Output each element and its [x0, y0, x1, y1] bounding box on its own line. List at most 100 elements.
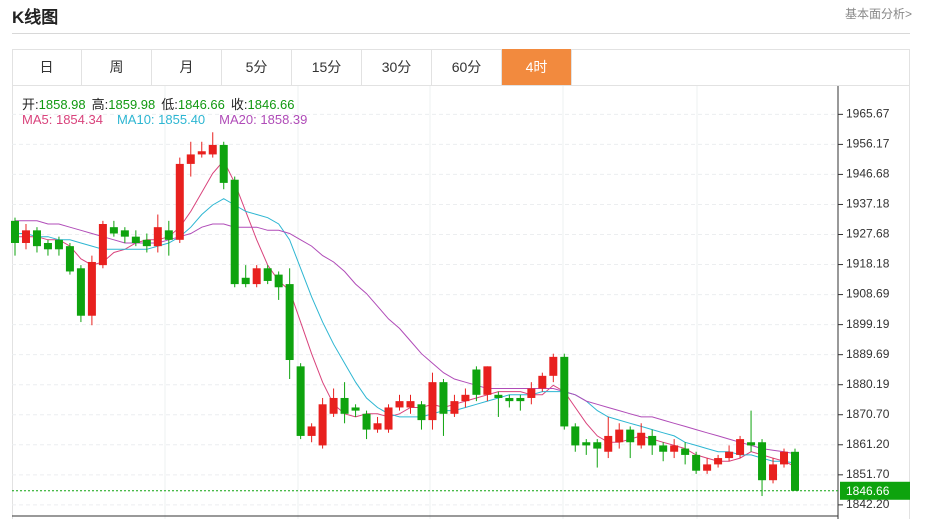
- legend-value: 1858.39: [260, 112, 308, 127]
- candle-body: [571, 426, 580, 446]
- tab[interactable]: 日: [12, 49, 82, 85]
- candle-body: [252, 268, 261, 285]
- info-value: 1859.98: [108, 97, 156, 112]
- candle-body: [230, 179, 239, 285]
- tab[interactable]: 15分: [292, 49, 362, 85]
- legend-entry: MA5: 1854.34: [22, 112, 103, 127]
- candle-body: [197, 151, 206, 155]
- tab[interactable]: 月: [152, 49, 222, 85]
- y-tick-label: 1851.70: [846, 467, 890, 481]
- candle-body: [527, 388, 536, 398]
- candle-body: [351, 407, 360, 411]
- y-tick-label: 1927.68: [846, 227, 890, 241]
- tab-divider: [12, 85, 910, 86]
- candle-body: [637, 432, 646, 446]
- tab[interactable]: 30分: [362, 49, 432, 85]
- last-price-box: [840, 481, 910, 500]
- candle-body: [780, 451, 789, 465]
- candle-body: [175, 163, 184, 240]
- legend-name: MA5:: [22, 112, 53, 127]
- title: K线图: [12, 8, 59, 27]
- y-tick-label: 1861.20: [846, 437, 890, 451]
- candle-body: [274, 274, 283, 288]
- candle-body: [582, 442, 591, 446]
- y-tick-label: 1918.18: [846, 257, 890, 271]
- candle-body: [384, 407, 393, 430]
- candle-body: [285, 284, 294, 361]
- candle-body: [758, 442, 767, 481]
- chart-frame: [12, 49, 910, 519]
- y-tick-label: 1899.19: [846, 317, 890, 331]
- candle-body: [714, 458, 723, 465]
- candle-body: [208, 144, 217, 155]
- info-value: 1846.66: [247, 97, 295, 112]
- ma-line: [15, 220, 796, 455]
- candle-body: [296, 366, 305, 436]
- candle-body: [681, 448, 690, 455]
- candle-body: [395, 401, 404, 408]
- candle-body: [483, 366, 492, 395]
- candle-body: [307, 426, 316, 436]
- candle-body: [725, 451, 734, 459]
- candle-body: [263, 268, 272, 281]
- legend-entry: MA10: 1855.40: [117, 112, 205, 127]
- tab[interactable]: 周: [82, 49, 152, 85]
- candle-body: [593, 442, 602, 449]
- legend-value: 1854.34: [55, 112, 103, 127]
- candle-body: [21, 230, 30, 243]
- candle-body: [505, 397, 514, 402]
- info-item: 开:1858.98: [22, 94, 86, 113]
- legend: MA5: 1854.34 MA10: 1855.40 MA20: 1858.39: [22, 112, 307, 127]
- legend-name: MA20:: [219, 112, 257, 127]
- tab[interactable]: 4时: [502, 49, 572, 85]
- candle-body: [340, 397, 349, 414]
- candle-body: [494, 394, 503, 398]
- candle-body: [604, 435, 613, 452]
- candle-body: [76, 268, 85, 316]
- y-tick-label: 1965.67: [846, 107, 890, 121]
- candle-body: [472, 369, 481, 395]
- y-tick-label: 1889.69: [846, 347, 890, 361]
- candle-body: [329, 397, 338, 414]
- candle-body: [538, 375, 547, 389]
- y-tick-label: 1946.68: [846, 167, 890, 181]
- y-tick-label: 1880.19: [846, 377, 890, 391]
- candle-body: [11, 220, 19, 243]
- info-item: 收:1846.66: [231, 94, 295, 113]
- info-label: 高:: [91, 97, 109, 112]
- candle-body: [703, 464, 712, 471]
- candle-body: [65, 246, 74, 272]
- candle-body: [450, 401, 459, 414]
- info-label: 开:: [22, 97, 39, 112]
- info-value: 1846.66: [177, 97, 225, 112]
- candle-body: [736, 439, 745, 455]
- candle-body: [417, 404, 426, 421]
- candle-body: [648, 435, 657, 446]
- tab[interactable]: 60分: [432, 49, 502, 85]
- legend-value: 1855.40: [158, 112, 206, 127]
- candle-body: [439, 382, 448, 414]
- candle-body: [219, 144, 228, 183]
- divider: [12, 33, 910, 34]
- candle-body: [164, 230, 173, 240]
- tab-bar: 日周月 5分 15分 30分 60分 4时: [12, 49, 572, 85]
- candle-body: [318, 404, 327, 446]
- ohlc-info: 开:1858.98 高:1859.98 低:1846.66 收:1846.66: [22, 94, 295, 113]
- fundamental-link[interactable]: 基本面分析>: [844, 7, 912, 21]
- candle-body: [769, 464, 778, 481]
- tab[interactable]: 5分: [222, 49, 292, 85]
- y-tick-label: 1870.70: [846, 407, 890, 421]
- candle-body: [560, 356, 569, 427]
- candle-body: [516, 397, 525, 402]
- candle-body: [549, 356, 558, 376]
- candle-body: [626, 429, 635, 443]
- y-tick-label: 1842.20: [846, 497, 890, 511]
- y-tick-label: 1937.18: [846, 197, 890, 211]
- ma-line: [15, 198, 796, 464]
- info-label: 低:: [161, 97, 178, 112]
- info-value: 1858.98: [38, 97, 86, 112]
- candle-body: [791, 451, 799, 491]
- candle-body: [142, 239, 151, 247]
